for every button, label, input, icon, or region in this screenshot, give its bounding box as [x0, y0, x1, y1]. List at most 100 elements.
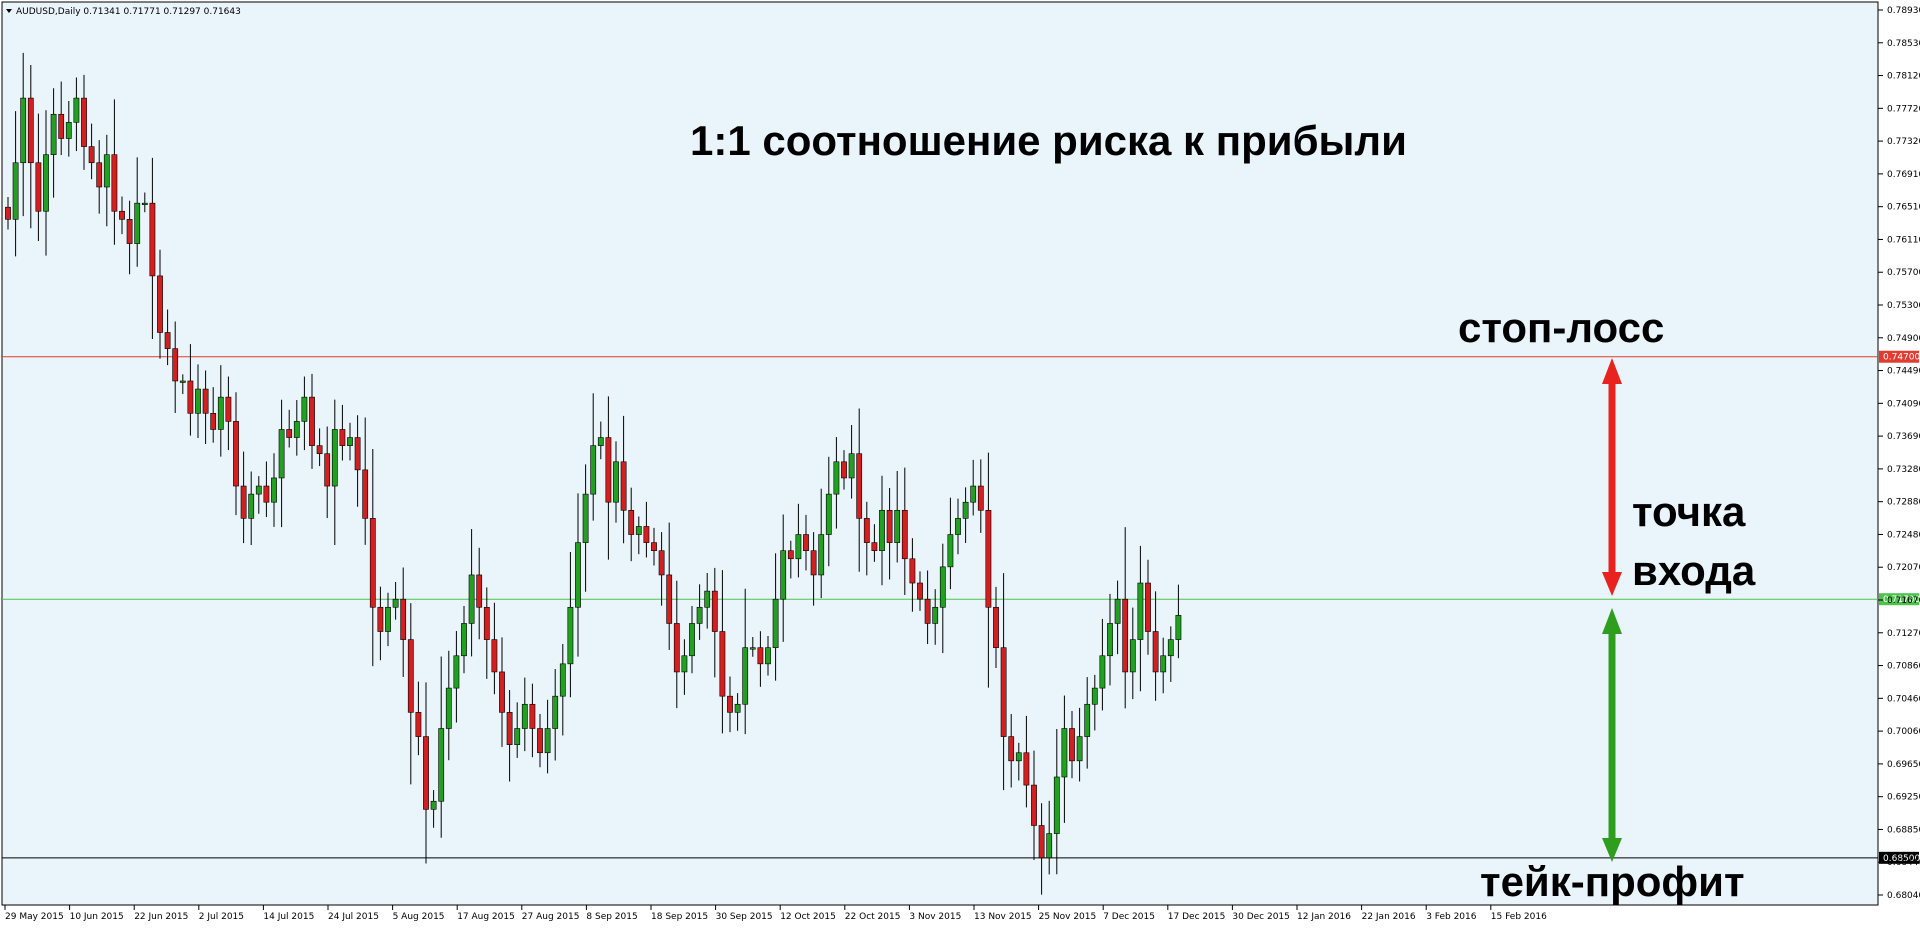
- candle-bull: [1015, 752, 1022, 762]
- candle-bull: [772, 598, 779, 648]
- candle: [1015, 742, 1022, 781]
- candle: [195, 364, 201, 438]
- candle-bull: [278, 429, 285, 479]
- candle: [453, 631, 460, 723]
- candle-bear: [362, 469, 369, 519]
- candle: [293, 400, 300, 456]
- x-tick-label: 5 Aug 2015: [393, 912, 445, 922]
- candle: [901, 467, 908, 595]
- candle-bull: [248, 493, 255, 519]
- candle-bull: [73, 97, 80, 123]
- candle-bull: [962, 501, 969, 519]
- candle: [970, 459, 977, 516]
- candle-bull: [970, 485, 977, 503]
- candle-bear: [476, 574, 483, 608]
- candle-bull: [430, 800, 437, 810]
- candle-bull: [385, 606, 391, 632]
- candle-bull: [453, 655, 460, 689]
- candle-bull: [347, 437, 353, 446]
- candle-bull: [141, 202, 148, 205]
- candle-bear: [1031, 784, 1037, 826]
- candle: [187, 344, 194, 436]
- candle-bull: [1175, 615, 1182, 640]
- candle: [711, 567, 718, 678]
- candle: [141, 192, 148, 213]
- x-tick-label: 2 Jul 2015: [199, 912, 244, 922]
- candle-bull: [1046, 833, 1053, 859]
- candle: [339, 404, 346, 461]
- x-tick-label: 27 Aug 2015: [522, 912, 580, 922]
- candle: [271, 453, 277, 527]
- candle: [749, 637, 756, 657]
- candle-bear: [354, 437, 361, 471]
- reward-arrow: [1602, 608, 1622, 862]
- candle: [172, 321, 179, 413]
- candle-bull: [818, 534, 825, 576]
- candle-bull: [1137, 582, 1144, 640]
- candle: [423, 682, 429, 864]
- candle-bull: [939, 566, 946, 608]
- x-tick-label: 22 Jan 2016: [1362, 912, 1416, 922]
- candle: [590, 393, 597, 521]
- candle: [1122, 527, 1129, 709]
- candle-bear: [407, 639, 414, 713]
- candle: [924, 570, 931, 645]
- x-tick-label: 30 Sep 2015: [716, 912, 773, 922]
- candle-bull: [932, 606, 939, 624]
- x-tick-label: 18 Sep 2015: [651, 912, 708, 922]
- plot-area[interactable]: [1, 1, 1879, 906]
- candle-bear: [187, 380, 194, 414]
- candle-bear: [985, 509, 992, 608]
- symbol-header: AUDUSD,Daily 0.71341 0.71771 0.71297 0.7…: [16, 7, 241, 17]
- candle: [628, 487, 635, 562]
- candle: [506, 690, 513, 782]
- candle-bull: [795, 534, 802, 560]
- candle-bear: [81, 97, 87, 147]
- candle: [1023, 715, 1030, 808]
- candle-bear: [787, 550, 794, 560]
- x-tick-label: 22 Jun 2015: [134, 912, 188, 922]
- price-tag: [1879, 851, 1919, 864]
- candle: [734, 693, 741, 731]
- candle: [1076, 707, 1083, 782]
- candle: [210, 387, 217, 443]
- candle-bear: [620, 461, 627, 511]
- candle-bull: [217, 396, 224, 430]
- x-tick-label: 10 Jun 2015: [70, 912, 124, 922]
- candle: [240, 451, 247, 544]
- level-lines: 0.74700 0.71700 0.68500: [2, 350, 1920, 864]
- candle: [476, 547, 483, 640]
- candle-bear: [886, 509, 893, 543]
- candle: [955, 498, 961, 555]
- candle: [233, 392, 239, 516]
- candle-bull: [689, 623, 695, 657]
- candle: [567, 551, 574, 698]
- candle-bear: [993, 606, 999, 648]
- candle-bull: [134, 202, 141, 244]
- candle-bear: [164, 332, 171, 349]
- candle: [841, 450, 847, 490]
- candles: [5, 52, 1182, 895]
- candle: [795, 503, 802, 578]
- time-axis: 29 May 2015 10 Jun 2015 22 Jun 2015 2 Jul 2…: [4, 905, 1547, 922]
- candle: [651, 527, 657, 566]
- price-tag-label: 0.68500: [1883, 854, 1920, 864]
- candle-bear: [415, 712, 422, 737]
- candle-bull: [50, 113, 57, 155]
- x-tick-label: 12 Jan 2016: [1297, 912, 1351, 922]
- candle: [50, 88, 57, 198]
- candle-bear: [483, 606, 490, 640]
- candle-bear: [35, 162, 42, 212]
- x-tick-label: 17 Dec 2015: [1168, 912, 1226, 922]
- symbol-dropdown-icon[interactable]: [6, 9, 12, 13]
